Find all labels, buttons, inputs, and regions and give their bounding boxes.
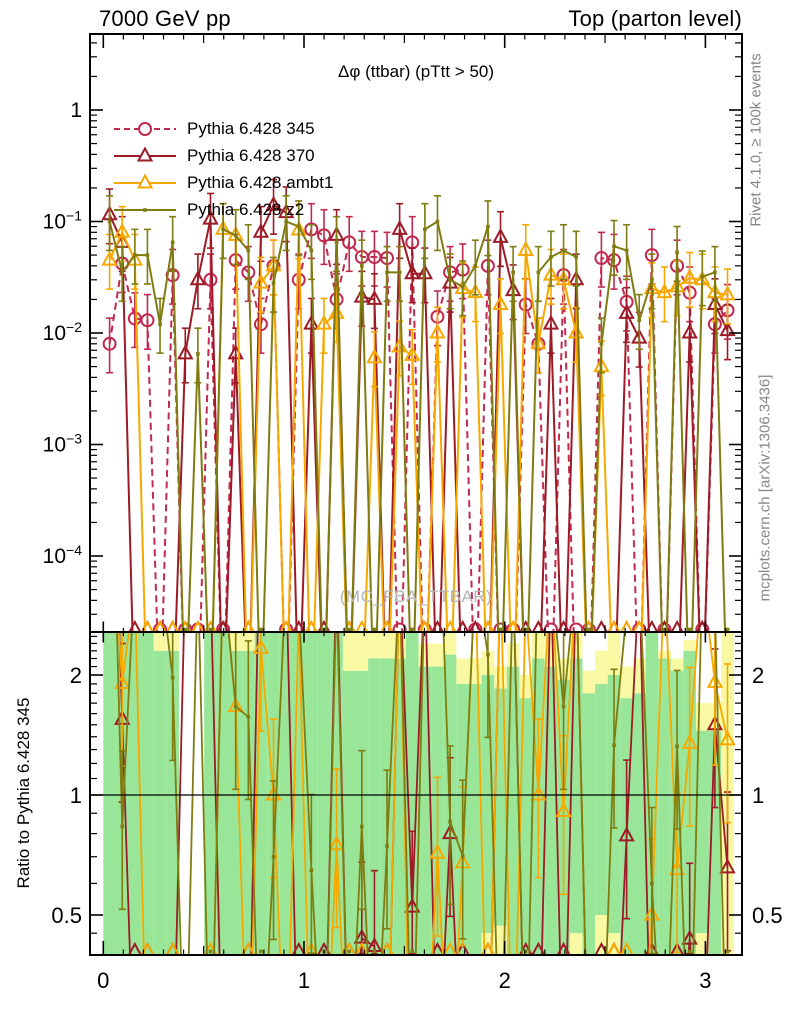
legend-row: Pythia 6.428 370 [112, 142, 333, 169]
svg-text:2: 2 [70, 663, 82, 688]
svg-text:3: 3 [699, 968, 711, 993]
legend-label: Pythia 6.428 z2 [187, 199, 305, 219]
svg-text:1: 1 [752, 783, 764, 808]
header-beam-energy: 7000 GeV pp [99, 6, 231, 31]
svg-text:1: 1 [70, 783, 82, 808]
svg-text:2: 2 [499, 968, 511, 993]
legend-label: Pythia 6.428 345 [187, 118, 315, 138]
legend-label: Pythia 6.428 ambt1 [187, 172, 334, 192]
svg-text:1: 1 [70, 99, 82, 122]
legend-marker-icon [114, 145, 176, 161]
watermark: (MC_FBA_TTBAR) [339, 587, 493, 606]
svg-text:10−3: 10−3 [43, 431, 83, 457]
legend-marker-icon [114, 207, 176, 212]
svg-text:0: 0 [97, 968, 109, 993]
legend-row: Pythia 6.428 z2 [112, 196, 333, 223]
legend-row: Pythia 6.428 345 [112, 115, 333, 142]
legend-marker-icon [114, 172, 176, 188]
svg-text:10−2: 10−2 [43, 319, 83, 345]
rivet-version-text: Rivet 4.1.0, ≥ 100k events [747, 53, 765, 227]
header-analysis-title: Top (parton level) [568, 6, 742, 31]
legend-row: Pythia 6.428 ambt1 [112, 169, 333, 196]
legend-marker-icon [114, 121, 176, 136]
mcplots-attribution-text: mcplots.cern.ch [arXiv:1306.3436] [756, 374, 774, 602]
ratio-axis-label: Ratio to Pythia 6.428 345 [14, 697, 33, 889]
svg-text:10−1: 10−1 [43, 208, 83, 234]
svg-text:0.5: 0.5 [752, 903, 783, 928]
legend-label: Pythia 6.428 370 [187, 145, 315, 165]
svg-text:0.5: 0.5 [51, 903, 82, 928]
plot-title: Δφ (ttbar) (pTtt > 50) [337, 62, 495, 81]
svg-text:2: 2 [752, 663, 764, 688]
legend: Pythia 6.428 345 Pythia 6.428 370 Pythia… [112, 115, 333, 223]
svg-text:1: 1 [298, 968, 310, 993]
svg-text:10−4: 10−4 [43, 542, 83, 568]
